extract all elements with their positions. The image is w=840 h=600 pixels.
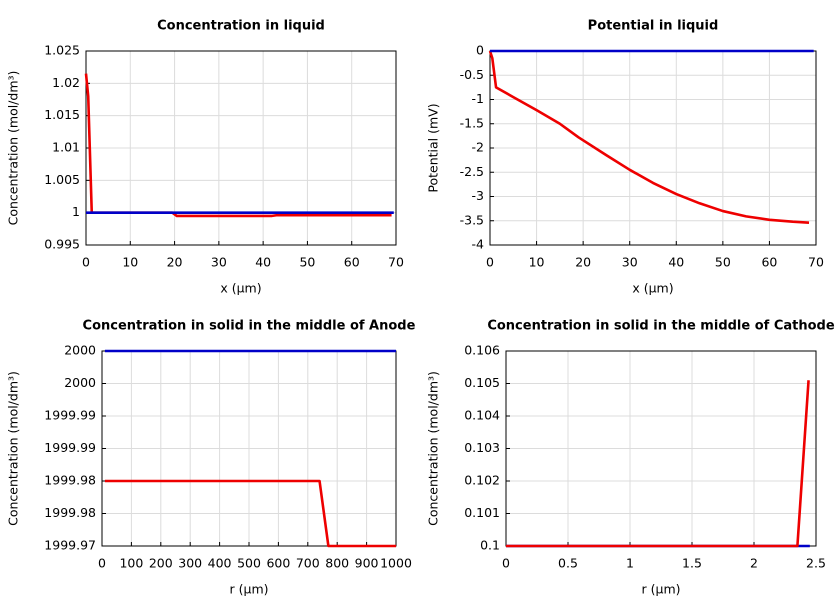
x-tick-label: 2 (750, 556, 758, 571)
subplot: Concentration in liquid x (µm) Concentrati… (6, 19, 404, 296)
y-axis-label: Concentration (mol/dm³) (426, 371, 441, 526)
x-tick-label: 10 (529, 255, 545, 270)
data-line (84, 73, 392, 218)
data-line (104, 479, 396, 548)
x-tick-label: 0 (486, 255, 494, 270)
y-tick-label: 1.015 (44, 107, 80, 122)
x-axis-label: x (µm) (632, 281, 673, 296)
y-tick-label: 1 (72, 204, 80, 219)
y-tick-label: 0 (476, 43, 484, 58)
y-tick-label: 1.005 (44, 172, 80, 187)
chart-title: Potential in liquid (588, 19, 719, 34)
x-tick-label: 2.5 (806, 556, 826, 571)
y-axis-label: Concentration (mol/dm³) (6, 71, 21, 226)
x-tick-label: 1000 (380, 556, 412, 571)
x-tick-label: 50 (715, 255, 731, 270)
x-axis-label: r (µm) (642, 582, 681, 597)
y-tick-label: 1999.98 (44, 505, 96, 520)
x-tick-label: 100 (119, 556, 143, 571)
y-tick-label: 0.1 (480, 538, 500, 553)
x-tick-label: 70 (388, 255, 404, 270)
y-tick-label: 0.106 (464, 343, 500, 358)
subplot: Potential in liquid x (µm) Potential (mV) 0… (426, 19, 824, 296)
x-tick-label: 400 (208, 556, 232, 571)
y-tick-label: 0.102 (464, 473, 500, 488)
x-tick-label: 600 (266, 556, 290, 571)
y-tick-label: 1.025 (44, 43, 80, 58)
y-tick-label: 1999.99 (44, 408, 96, 423)
y-tick-label: -1 (472, 91, 484, 106)
x-tick-label: 500 (237, 556, 261, 571)
y-tick-label: 1999.98 (44, 473, 96, 488)
x-tick-label: 30 (622, 255, 638, 270)
subplot: Concentration in solid in the middle of … (6, 319, 416, 597)
plot-frame (85, 50, 397, 246)
y-tick-label: -2.5 (460, 164, 484, 179)
x-tick-label: 0 (82, 255, 90, 270)
y-tick-label: -2 (472, 140, 484, 155)
chart-title: Concentration in solid in the middle of … (83, 319, 416, 334)
y-tick-label: 0.105 (464, 375, 500, 390)
chart-title: Concentration in liquid (157, 19, 325, 34)
x-tick-label: 0 (502, 556, 510, 571)
y-tick-label: 1999.99 (44, 440, 96, 455)
x-tick-label: 60 (344, 255, 360, 270)
y-tick-label: 1999.97 (44, 538, 96, 553)
x-tick-label: 40 (255, 255, 271, 270)
y-tick-label: 0.104 (464, 408, 500, 423)
y-tick-label: 0.103 (464, 440, 500, 455)
data-line (488, 50, 810, 224)
y-tick-label: -3 (472, 188, 484, 203)
x-tick-label: 20 (575, 255, 591, 270)
y-tick-label: 1.01 (52, 140, 80, 155)
y-tick-label: -4 (472, 237, 485, 252)
x-tick-label: 800 (325, 556, 349, 571)
x-tick-label: 1.5 (682, 556, 702, 571)
y-tick-label: 2000 (64, 375, 96, 390)
x-tick-label: 50 (299, 255, 315, 270)
y-axis-label: Potential (mV) (426, 103, 441, 192)
x-tick-label: 20 (167, 255, 183, 270)
x-tick-label: 70 (808, 255, 824, 270)
x-tick-label: 200 (149, 556, 173, 571)
y-tick-label: -3.5 (460, 212, 484, 227)
data-line (506, 380, 810, 548)
x-tick-label: 40 (668, 255, 684, 270)
chart-title: Concentration in solid in the middle of … (487, 319, 835, 334)
x-tick-label: 300 (178, 556, 202, 571)
y-tick-label: -1.5 (460, 115, 484, 130)
x-tick-label: 10 (122, 255, 138, 270)
y-tick-label: 0.995 (44, 237, 80, 252)
y-tick-label: 2000 (64, 343, 96, 358)
subplot: Concentration in solid in the middle of … (426, 319, 835, 597)
y-axis-label: Concentration (mol/dm³) (6, 371, 21, 526)
x-tick-label: 900 (355, 556, 379, 571)
x-tick-label: 700 (296, 556, 320, 571)
x-axis-label: r (µm) (230, 582, 269, 597)
x-tick-label: 30 (211, 255, 227, 270)
x-tick-label: 1 (626, 556, 634, 571)
x-tick-label: 0.5 (558, 556, 578, 571)
x-tick-label: 0 (98, 556, 106, 571)
y-tick-label: 0.101 (464, 505, 500, 520)
x-axis-label: x (µm) (220, 281, 261, 296)
x-tick-label: 60 (761, 255, 777, 270)
y-tick-label: -0.5 (460, 67, 484, 82)
y-tick-label: 1.02 (52, 75, 80, 90)
